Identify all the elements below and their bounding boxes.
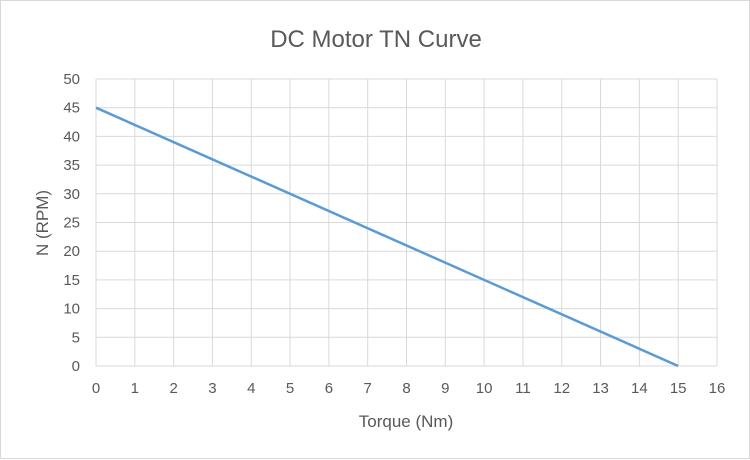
x-axis-label: Torque (Nm) — [359, 412, 453, 431]
x-tick-label: 2 — [169, 380, 177, 397]
y-tick-label: 30 — [63, 186, 80, 203]
y-axis-label: N (RPM) — [33, 190, 52, 256]
x-tick-label: 15 — [670, 380, 687, 397]
y-tick-label: 5 — [72, 329, 80, 346]
x-tick-label: 9 — [441, 380, 449, 397]
chart-title: DC Motor TN Curve — [270, 26, 482, 53]
y-tick-label: 40 — [63, 128, 80, 145]
y-tick-label: 10 — [63, 301, 80, 318]
x-tick-label: 13 — [592, 380, 609, 397]
x-tick-label: 16 — [709, 380, 726, 397]
y-tick-label: 15 — [63, 272, 80, 289]
x-tick-label: 7 — [364, 380, 372, 397]
series-line — [95, 106, 679, 368]
series — [95, 106, 679, 368]
y-tick-label: 0 — [72, 358, 80, 375]
x-tick-label: 8 — [402, 380, 410, 397]
y-tick-label: 50 — [63, 71, 80, 88]
x-tick-label: 12 — [553, 380, 570, 397]
x-tick-label: 14 — [631, 380, 648, 397]
y-tick-labels: 0 5 10 15 20 25 30 35 40 45 50 — [63, 71, 80, 375]
x-tick-label: 11 — [515, 380, 531, 397]
x-tick-label: 4 — [247, 380, 255, 397]
x-tick-label: 5 — [286, 380, 294, 397]
y-tick-label: 25 — [63, 215, 80, 232]
x-tick-label: 1 — [131, 380, 139, 397]
x-tick-label: 0 — [92, 380, 100, 397]
y-tick-label: 35 — [63, 157, 80, 174]
x-tick-label: 6 — [325, 380, 333, 397]
gridlines — [95, 78, 718, 367]
y-tick-label: 20 — [63, 243, 80, 260]
x-tick-label: 3 — [208, 380, 216, 397]
x-tick-labels: 0 1 2 3 4 5 6 7 8 9 10 11 12 13 14 15 16 — [92, 380, 726, 397]
x-tick-label: 10 — [476, 380, 493, 397]
y-tick-label: 45 — [63, 100, 80, 117]
